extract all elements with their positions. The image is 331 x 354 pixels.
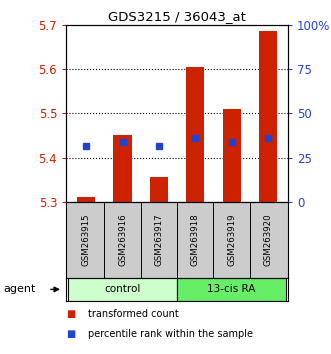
Text: GSM263918: GSM263918 xyxy=(191,213,200,266)
Text: ■: ■ xyxy=(66,329,75,339)
Text: GSM263916: GSM263916 xyxy=(118,213,127,266)
Bar xyxy=(77,197,95,202)
Text: GSM263920: GSM263920 xyxy=(263,213,272,266)
Bar xyxy=(259,32,277,202)
Bar xyxy=(68,278,177,301)
Text: GSM263915: GSM263915 xyxy=(82,213,91,266)
Text: GDS3215 / 36043_at: GDS3215 / 36043_at xyxy=(108,10,246,23)
Text: control: control xyxy=(104,284,141,295)
Bar xyxy=(150,177,168,202)
Text: percentile rank within the sample: percentile rank within the sample xyxy=(88,329,253,339)
Text: ■: ■ xyxy=(66,309,75,319)
Bar xyxy=(114,135,132,202)
Text: agent: agent xyxy=(3,284,36,295)
Bar xyxy=(222,109,241,202)
Text: GSM263917: GSM263917 xyxy=(154,213,164,266)
Text: 13-cis RA: 13-cis RA xyxy=(208,284,256,295)
Text: GSM263919: GSM263919 xyxy=(227,213,236,266)
Bar xyxy=(177,278,286,301)
Bar xyxy=(186,67,204,202)
Text: transformed count: transformed count xyxy=(88,309,178,319)
